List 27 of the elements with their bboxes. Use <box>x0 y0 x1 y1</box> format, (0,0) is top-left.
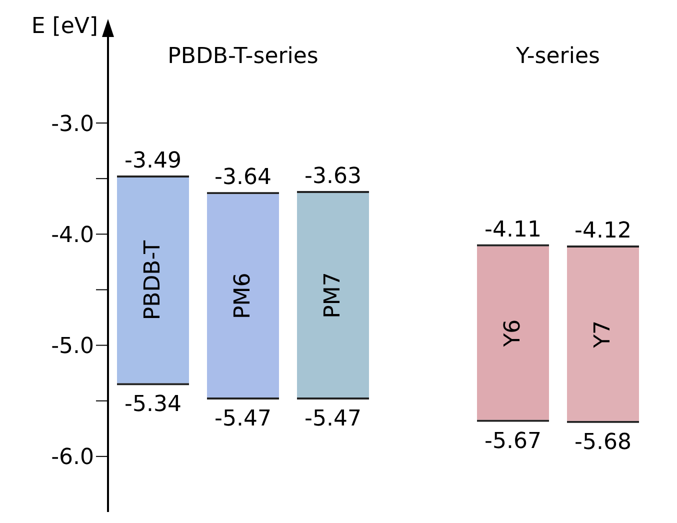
bar <box>477 246 549 420</box>
annotation: -5.67 <box>484 428 542 454</box>
x-tick-label: PM7 <box>320 272 346 318</box>
x-tick-label: Y7 <box>590 320 616 349</box>
annotation: PBDB-T-series <box>168 44 318 69</box>
annotation: -3.49 <box>124 148 182 174</box>
annotation: -4.12 <box>574 218 632 244</box>
x-tick-label: PBDB-T <box>140 240 166 320</box>
annotation: -5.47 <box>304 406 362 432</box>
annotation: -5.34 <box>124 392 182 418</box>
bar <box>567 247 639 421</box>
y-tick-label: -5.0 <box>51 334 94 360</box>
annotation: -3.63 <box>304 164 362 190</box>
y-axis-title: E [eV] <box>31 14 98 39</box>
y-tick-label: -4.0 <box>51 222 94 248</box>
y-tick-label: -3.0 <box>51 112 94 137</box>
annotation: -5.47 <box>214 406 272 432</box>
annotation: -3.64 <box>214 165 272 190</box>
x-tick-label: Y6 <box>500 319 526 348</box>
bar <box>117 177 189 384</box>
y-tick-label: -6.0 <box>51 445 94 470</box>
x-tick-label: PM6 <box>230 272 256 319</box>
annotation: -5.68 <box>574 430 632 455</box>
bar <box>297 193 369 398</box>
annotation: Y-series <box>515 44 600 69</box>
annotation: -4.11 <box>484 217 542 242</box>
bar <box>207 194 279 398</box>
